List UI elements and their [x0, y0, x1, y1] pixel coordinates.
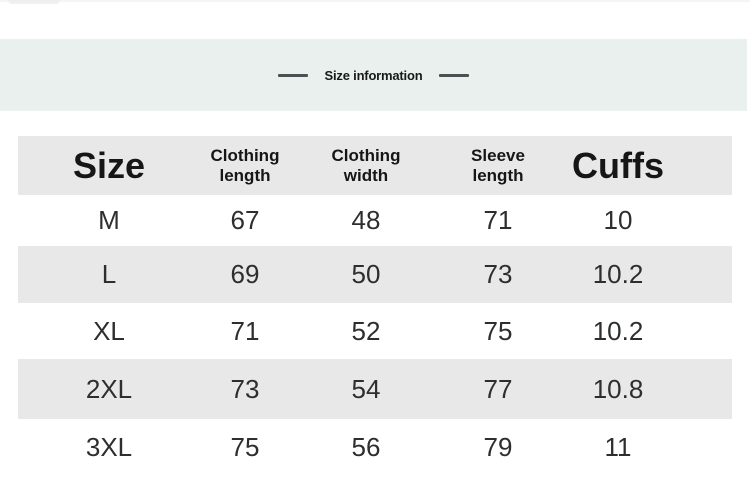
- banner-dash-right: [439, 73, 470, 77]
- row-spacer: [682, 303, 732, 359]
- row-spacer: [682, 419, 732, 476]
- size-row-xl: XL 71 52 75 10.2: [18, 303, 732, 359]
- size-chart-header-row: Size Clothing length Clothing width Sleeve len…: [18, 136, 732, 195]
- row-spacer: [682, 246, 732, 303]
- column-header-cuffs: Cuffs: [572, 144, 664, 186]
- cell-clothing-width: 48: [351, 205, 381, 235]
- size-row-l: L 69 50 73 10.2: [18, 246, 732, 303]
- column-header-size: Size: [72, 144, 146, 186]
- cell-cuffs: 10.8: [592, 373, 644, 404]
- column-spacer: [682, 136, 732, 195]
- cell-cuffs: 10: [603, 205, 633, 235]
- cell-clothing-width: 56: [351, 432, 381, 462]
- top-edge-mark: [8, 0, 60, 4]
- row-spacer: [682, 195, 732, 246]
- size-chart-table: Size Clothing length Clothing width Sleeve len…: [18, 136, 732, 476]
- top-edge-remnant: [0, 0, 750, 4]
- cell-clothing-length: 75: [230, 432, 260, 462]
- cell-clothing-length: 73: [230, 373, 260, 404]
- banner-dash-left: [277, 73, 308, 77]
- cell-sleeve-length: 79: [483, 432, 513, 462]
- cell-clothing-width: 54: [351, 373, 381, 404]
- cell-size: M: [98, 205, 120, 235]
- size-chart-body: M 67 48 71 10 L 69 50 73 10.2 XL 71 52 75 10.2 2XL 73 54 7…: [18, 195, 732, 476]
- size-info-banner: Size information: [0, 39, 747, 111]
- cell-size: L: [101, 259, 117, 289]
- cell-size: XL: [93, 315, 125, 346]
- size-row-m: M 67 48 71 10: [18, 195, 732, 246]
- cell-cuffs: 11: [604, 432, 632, 462]
- cell-clothing-length: 69: [230, 259, 260, 289]
- cell-sleeve-length: 73: [483, 259, 513, 289]
- column-header-clothing-width: Clothing width: [331, 146, 401, 185]
- cell-size: 2XL: [85, 373, 133, 404]
- section-title: Size information: [324, 67, 423, 83]
- cell-cuffs: 10.2: [592, 259, 644, 289]
- cell-clothing-length: 67: [230, 205, 260, 235]
- column-header-sleeve-length: Sleeve length: [471, 146, 525, 185]
- cell-sleeve-length: 71: [483, 205, 513, 235]
- cell-clothing-length: 71: [230, 315, 260, 346]
- size-row-2xl: 2XL 73 54 77 10.8: [18, 359, 732, 419]
- row-spacer: [682, 359, 732, 419]
- cell-sleeve-length: 77: [483, 373, 513, 404]
- column-header-clothing-length: Clothing length: [210, 146, 280, 185]
- cell-cuffs: 10.2: [592, 315, 644, 346]
- cell-sleeve-length: 75: [483, 315, 513, 346]
- size-row-3xl: 3XL 75 56 79 11: [18, 419, 732, 476]
- cell-clothing-width: 52: [351, 315, 381, 346]
- cell-size: 3XL: [85, 432, 133, 462]
- cell-clothing-width: 50: [351, 259, 381, 289]
